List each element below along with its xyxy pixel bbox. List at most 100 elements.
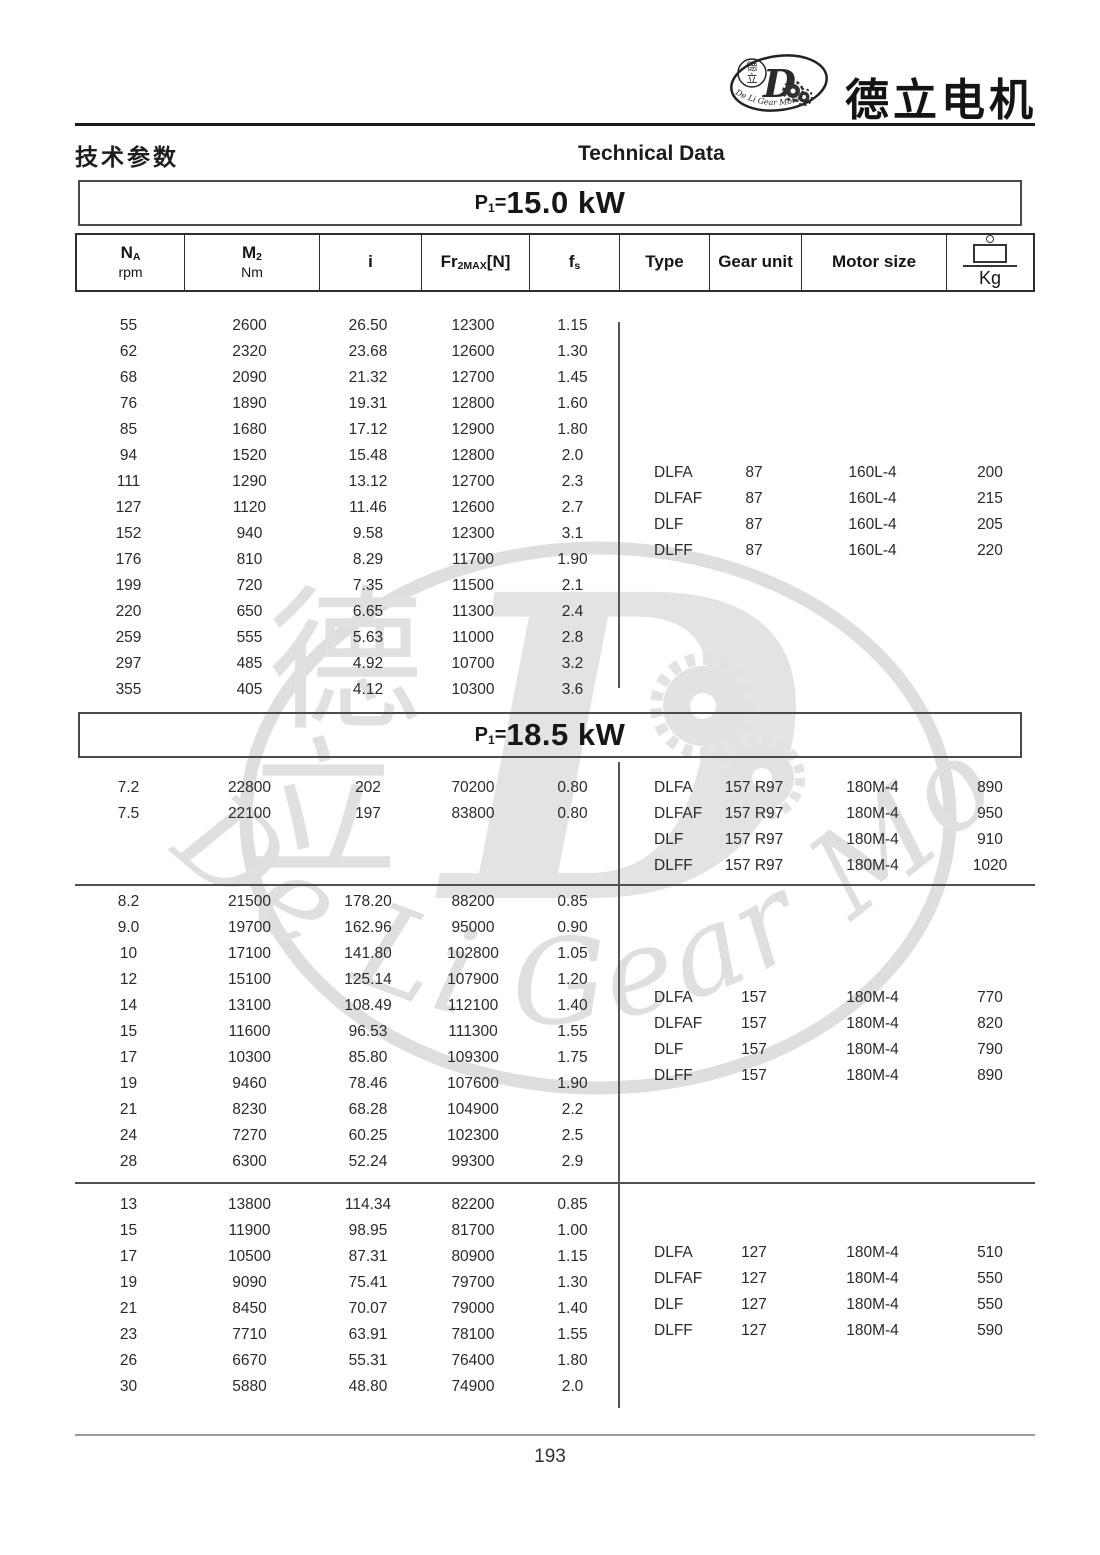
page-number: 193 [534,1446,566,1467]
column-divider [618,322,620,688]
cell: 1.55 [557,1023,588,1040]
cell: 1890 [232,395,267,412]
cell: 6670 [232,1352,267,1369]
cell: 28 [119,1153,138,1170]
cell: 10300 [451,681,495,698]
cell: 15.48 [348,447,388,464]
cell: DLFA [654,1244,693,1261]
cell: 68.28 [348,1101,388,1118]
cell: 6.65 [352,603,384,620]
cell: DLF [654,1041,684,1058]
cell: 590 [977,1322,1003,1339]
col-header-fs: fs [529,235,619,290]
cell: 21.32 [348,369,388,386]
cell: 125.14 [344,971,392,988]
table-row: 297 485 4.92 10700 3.2 [75,651,1035,677]
cell: 2.0 [561,1378,584,1395]
cell: 550 [977,1270,1003,1287]
cell: 11300 [452,603,494,620]
cell: 1680 [232,421,267,438]
block-separator [75,1182,1035,1184]
cell: 127 [741,1296,767,1313]
cell: 790 [977,1041,1003,1058]
cell: DLF [654,516,684,533]
cell: 820 [977,1015,1003,1032]
cell: 23 [119,1326,138,1343]
cell: 8450 [232,1300,267,1317]
cell: 14 [119,997,138,1014]
cell: 13100 [227,997,272,1014]
cell: 48.80 [348,1378,388,1395]
cell: 102300 [447,1127,499,1144]
cell: DLFAF [654,1270,703,1287]
data-block: 7.2 22800 202 70200 0.80 7.5 22100 197 83800 0.80… [75,758,1035,884]
logo-ellipse [730,54,828,112]
cell: 12600 [451,499,495,516]
cell: 197 [355,805,381,822]
cell: 3.6 [561,681,584,698]
cell: 2600 [232,317,267,334]
cell: 160L-4 [848,516,897,533]
cell: 7.35 [352,577,384,594]
watermark-gears [650,653,805,821]
cell: 180M-4 [846,1244,899,1261]
cell: 70200 [451,779,495,796]
brand-name: 德立电机 [845,75,1037,126]
cell: 1.90 [557,551,588,568]
cell: 178.20 [344,893,392,910]
block-separator [75,884,1035,886]
table-row: 76 1890 19.31 12800 1.60 [75,391,1035,417]
cell: 770 [977,989,1003,1006]
cell: 11.46 [349,499,387,516]
cell: 9460 [232,1075,267,1092]
cell: 7.2 [117,779,140,796]
cell: 8.29 [352,551,384,568]
table-row: 85 1680 17.12 12900 1.80 [75,417,1035,443]
cell: 1.00 [557,1222,588,1239]
power-prefix: P1= [474,191,507,215]
cell: 87.31 [348,1248,388,1265]
cell: 205 [977,516,1003,533]
col-header-type: Type [619,235,709,290]
type-block: DLFA 87 160L-4 200 DLFAF 87 160L-4 215 DLF 87 160L… [618,460,1035,564]
cell: 107900 [447,971,499,988]
data-rows: 8.2 21500 178.20 88200 0.85 9.0 19700 162.96 950… [75,886,1035,1175]
cell: 15 [119,1222,138,1239]
column-divider [618,762,620,1408]
logo-cn-bottom: 立 [747,71,758,85]
cell: 15 [119,1023,138,1040]
type-row: DLF 87 160L-4 205 [618,512,1035,538]
cell: 1.60 [557,395,588,412]
cell: DLFF [654,542,693,559]
power-prefix: P1= [474,723,507,747]
cell: 111 [116,473,141,490]
data-block: 8.2 21500 178.20 88200 0.85 9.0 19700 162.96 950… [75,886,1035,1182]
weight-icon [973,243,1007,264]
table-row: 10 17100 141.80 102800 1.05 [75,941,1035,967]
cell: 94 [119,447,138,464]
cell: 940 [236,525,263,542]
type-row: DLFA 157 180M-4 770 [618,985,1035,1011]
cell: 2090 [232,369,267,386]
cell: 12800 [451,395,495,412]
kg-label: Kg [978,268,1002,289]
cell: 950 [977,805,1003,822]
cell: 76 [119,395,138,412]
cell: 55.31 [348,1352,388,1369]
table-row: 17 10500 87.31 80900 1.15 [75,1244,1035,1270]
cell: 2320 [232,343,267,360]
cell: 2.7 [561,499,584,516]
table-row: 7.2 22800 202 70200 0.80 [75,775,1035,801]
cell: 12700 [451,473,495,490]
type-row: DLF 127 180M-4 550 [618,1292,1035,1318]
cell: DLFF [654,1067,693,1084]
cell: 87 [745,464,763,481]
data-rows: 7.2 22800 202 70200 0.80 7.5 22100 197 83800 0.80 [75,758,1035,827]
cell: 1.30 [557,1274,588,1291]
cell: 12 [119,971,138,988]
cell: 80900 [451,1248,495,1265]
data-rows: 55 2600 26.50 12300 1.15 62 2320 23.68 12600 1.30… [75,292,1035,703]
table-row: 9.0 19700 162.96 95000 0.90 [75,915,1035,941]
cell: 60.25 [348,1127,388,1144]
